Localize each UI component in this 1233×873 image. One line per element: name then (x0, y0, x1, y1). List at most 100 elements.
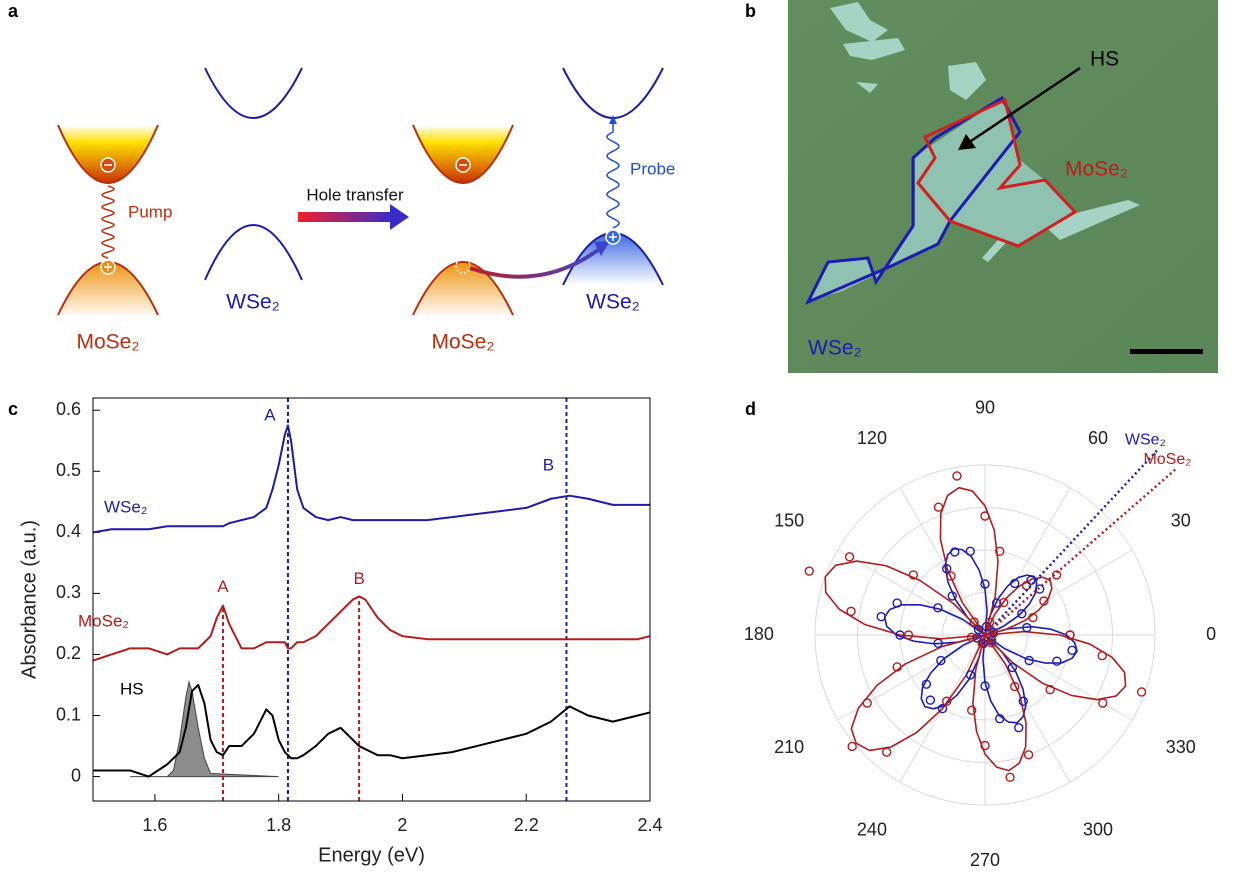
data-point (804, 566, 814, 576)
data-point (933, 502, 944, 512)
band (412, 261, 514, 316)
data-point (967, 705, 977, 716)
data-point (1023, 750, 1034, 760)
data-point (1039, 596, 1049, 606)
series-label: WSe₂ (104, 497, 147, 516)
data-point (947, 591, 957, 601)
data-point (1052, 656, 1062, 666)
probe-wave (606, 120, 620, 229)
band (562, 67, 664, 119)
material-label: MoSe₂ (76, 331, 139, 354)
empty-hole (455, 258, 471, 274)
x-tick-label: 2.2 (514, 815, 539, 835)
data-point (1098, 698, 1108, 708)
hole (605, 229, 621, 245)
data-point (925, 695, 936, 705)
arrow-head (958, 134, 976, 150)
data-point (936, 655, 946, 666)
data-point (1017, 609, 1027, 619)
marker-label: B (353, 569, 364, 588)
data-point (1034, 584, 1045, 594)
x-tick-label: 1.6 (142, 815, 167, 835)
data-point (937, 703, 948, 714)
band (57, 124, 159, 184)
data-point (846, 606, 856, 617)
angle-label: 60 (1088, 428, 1108, 448)
grid-spoke (899, 487, 986, 636)
data-point (950, 547, 960, 557)
series-label: WSe₂ (1125, 432, 1166, 449)
arrow (298, 212, 392, 222)
data-point (881, 747, 892, 757)
data-point (995, 714, 1005, 724)
pump-label: Pump (128, 202, 172, 221)
grid-spoke (984, 634, 1133, 721)
micrograph: HS MoSe₂ WSe₂ (788, 0, 1218, 373)
material-label: WSe₂ (226, 291, 280, 314)
data-point (1007, 662, 1018, 673)
arrow-head (609, 115, 617, 124)
y-tick-label: 0.5 (56, 460, 81, 480)
arrow-head (390, 204, 409, 230)
panel-letter: c (8, 399, 18, 419)
angle-label: 90 (975, 398, 995, 418)
x-axis-label: Energy (eV) (318, 844, 425, 866)
mose2-outline (916, 97, 1078, 248)
data-point (876, 611, 886, 622)
data-point (1022, 622, 1032, 633)
data-point (933, 603, 943, 613)
angle-label: 150 (774, 511, 804, 531)
data-point (903, 630, 914, 640)
pointer-label: HS (1090, 48, 1119, 71)
angle-label: 0 (1206, 624, 1216, 644)
data-point (1067, 645, 1077, 656)
series-line (92, 424, 650, 534)
y-axis-label: Absorbance (a.u.) (18, 520, 40, 679)
x-tick-label: 2 (397, 815, 407, 835)
data-point (969, 617, 979, 627)
panel-letter: a (8, 1, 19, 21)
axes-frame (92, 397, 651, 802)
data-point (965, 546, 975, 556)
data-point (966, 632, 977, 643)
wse2-outline (804, 95, 1022, 306)
grid-spoke (984, 487, 1071, 636)
angle-label: 330 (1166, 737, 1196, 757)
data-point (965, 670, 976, 680)
data-point (933, 638, 943, 648)
data-point (1010, 681, 1020, 692)
transfer-label: Hole transfer (306, 185, 404, 204)
pump-wave (101, 185, 115, 259)
data-point (847, 741, 857, 752)
y-tick-label: 0.4 (56, 521, 81, 541)
data-point (1018, 696, 1028, 706)
angle-label: 270 (970, 850, 1000, 870)
data-point (999, 597, 1009, 608)
material-label: WSe₂ (808, 337, 862, 360)
y-tick-label: 0.6 (56, 399, 81, 419)
data-point (942, 564, 952, 574)
transfer-arrow (469, 248, 600, 279)
band (204, 67, 303, 119)
data-point (892, 662, 902, 672)
data-point (908, 570, 919, 580)
marker-label: B (543, 455, 554, 474)
band-diagram: Pump MoSe₂ WSe₂ Hole transfer MoSe₂ Prob… (57, 67, 675, 354)
material-label: WSe₂ (586, 291, 640, 314)
series-label: HS (120, 679, 144, 698)
electron (100, 157, 116, 173)
data-point (1136, 687, 1147, 697)
data-point (892, 598, 902, 608)
series-label: MoSe₂ (78, 611, 129, 630)
scale-bar (1130, 349, 1203, 354)
series-line (93, 683, 651, 778)
y-tick-label: 0 (71, 765, 81, 785)
grid-spoke (837, 634, 986, 721)
shaded-peak (130, 680, 279, 778)
data-point (942, 696, 952, 706)
data-point (952, 471, 962, 481)
x-tick-label: 1.8 (266, 815, 291, 835)
series-line (92, 595, 651, 662)
band (204, 224, 303, 281)
